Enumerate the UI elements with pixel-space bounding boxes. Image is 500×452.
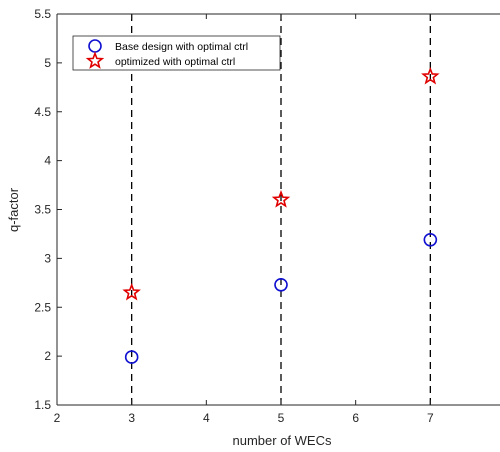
x-tick-label: 5: [278, 411, 285, 425]
plot-area: [57, 14, 500, 405]
y-tick-label: 2.5: [34, 300, 51, 314]
legend-entry-label: optimized with optimal ctrl: [115, 56, 235, 68]
optimized-point: [421, 66, 440, 85]
y-tick-label: 5.5: [34, 7, 51, 21]
x-tick-label: 4: [203, 411, 210, 425]
x-tick-label: 6: [352, 411, 359, 425]
base-design-point: [423, 233, 438, 247]
y-axis-label: q-factor: [6, 187, 21, 232]
x-tick-label: 3: [128, 411, 135, 425]
legend-entry-label: Base design with optimal ctrl: [115, 41, 248, 53]
optimized-point: [122, 282, 141, 301]
base-design-point: [124, 350, 139, 364]
y-tick-label: 3: [44, 251, 51, 265]
optimized-point: [271, 189, 291, 208]
y-tick-label: 3.5: [34, 203, 51, 217]
x-tick-label: 7: [427, 411, 434, 425]
x-tick-label: 2: [54, 411, 61, 425]
y-tick-label: 4.5: [34, 105, 51, 119]
legend-box: [72, 35, 281, 71]
y-tick-label: 2: [44, 349, 51, 363]
legend-star-marker: [85, 51, 105, 69]
y-tick-label: 1.5: [34, 398, 51, 412]
base-design-point: [274, 277, 288, 292]
y-tick-label: 4: [44, 154, 51, 168]
y-tick-label: 5: [44, 56, 51, 70]
x-axis-label: number of WECs: [233, 433, 332, 448]
legend: Base design with optimal ctrl optimized w…: [72, 35, 281, 71]
